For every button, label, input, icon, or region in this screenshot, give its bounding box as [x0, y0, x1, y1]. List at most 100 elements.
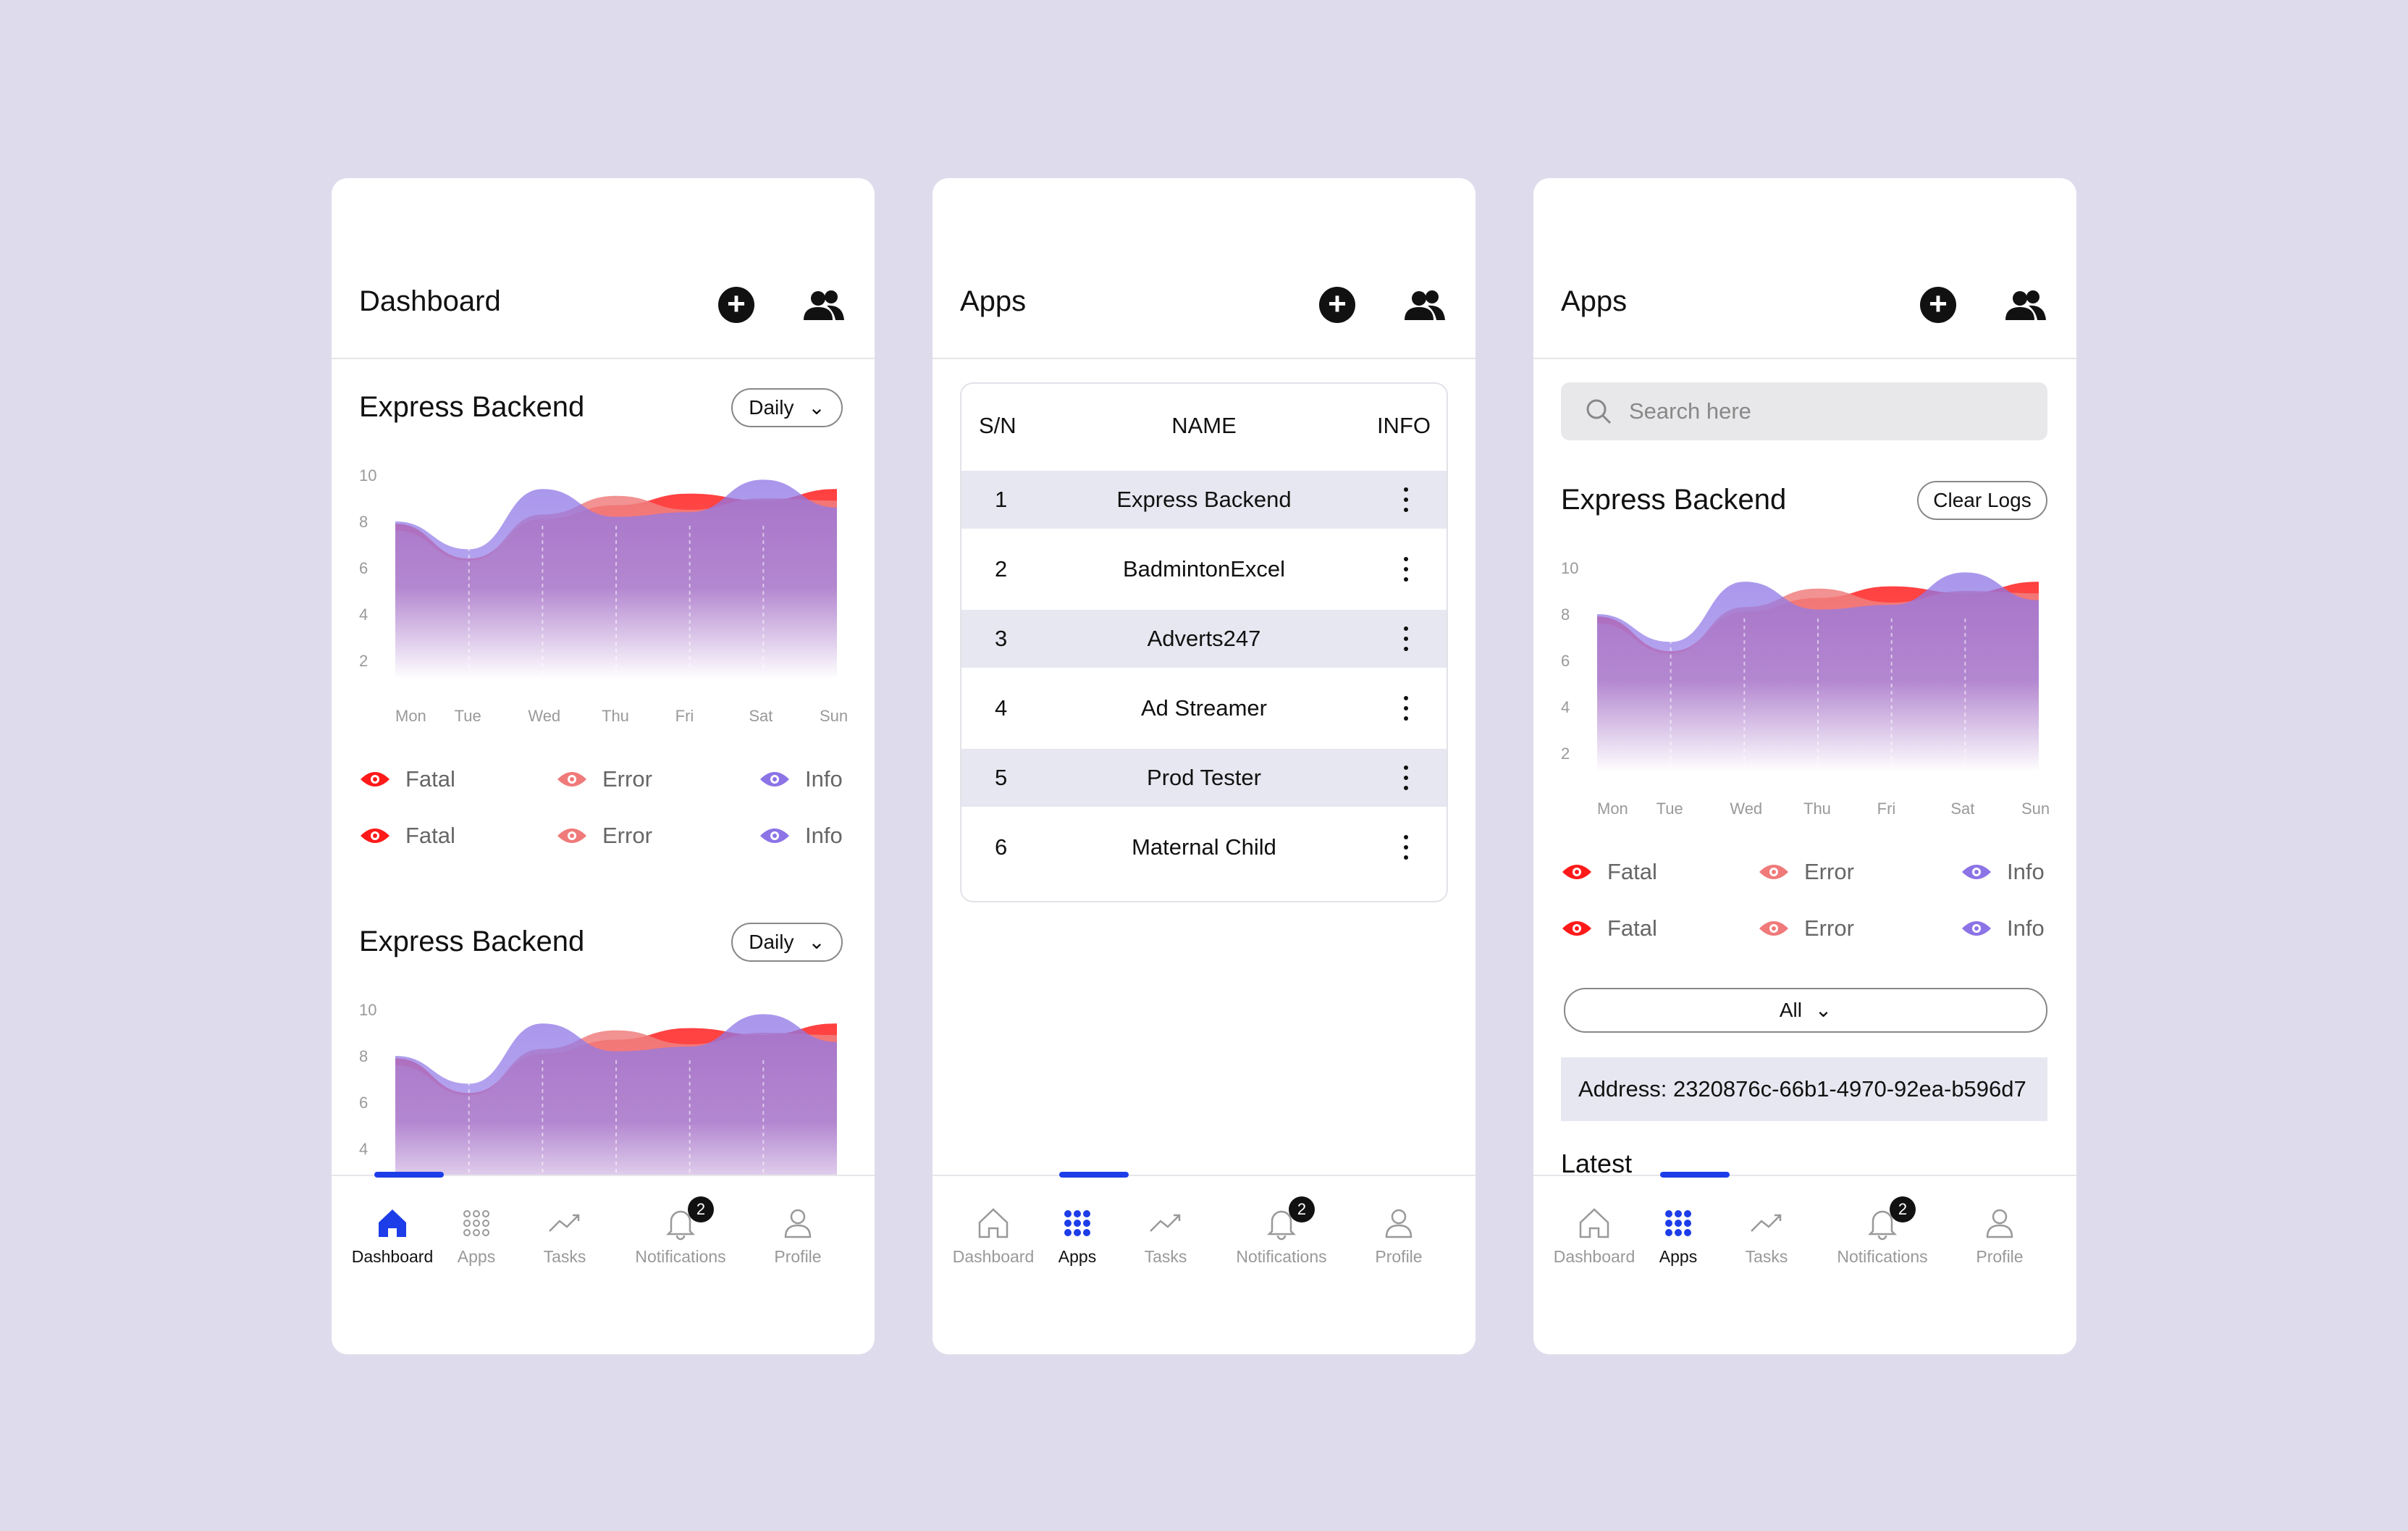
- section-title: Express Backend: [1561, 484, 1787, 516]
- y-tick-label: 6: [359, 1094, 368, 1112]
- x-tick-label: Thu: [1803, 800, 1831, 818]
- period-dropdown[interactable]: Daily ⌄: [731, 388, 843, 427]
- legend-info[interactable]: Info: [1961, 859, 2045, 885]
- y-tick-label: 4: [359, 1140, 368, 1158]
- add-button[interactable]: +: [1920, 287, 1956, 323]
- user-icon: [1385, 1209, 1413, 1238]
- table-row[interactable]: 4 Ad Streamer: [961, 679, 1447, 737]
- nav-apps[interactable]: Apps: [1027, 1172, 1129, 1267]
- x-tick-label: Thu: [602, 707, 629, 725]
- search-icon: [1586, 399, 1612, 424]
- notification-badge: 2: [688, 1196, 714, 1222]
- x-tick-label: Sat: [1950, 800, 1974, 818]
- chevron-down-icon: ⌄: [808, 931, 825, 953]
- nav-apps[interactable]: Apps: [1628, 1172, 1730, 1267]
- apps-list-screen: Apps + S/N NAME INFO 1 Express Backend 2…: [933, 178, 1475, 1354]
- clear-logs-button[interactable]: Clear Logs: [1917, 481, 2047, 520]
- add-button[interactable]: +: [1319, 287, 1355, 323]
- table-row[interactable]: 6 Maternal Child: [961, 818, 1447, 876]
- legend-error[interactable]: Error: [1758, 915, 1854, 941]
- chevron-down-icon: ⌄: [1814, 999, 1832, 1021]
- nav-tasks[interactable]: Tasks: [1115, 1176, 1216, 1267]
- x-tick-label: Sat: [749, 707, 773, 725]
- legend-info[interactable]: Info: [1961, 915, 2045, 941]
- legend-error[interactable]: Error: [556, 823, 652, 849]
- users-icon[interactable]: [801, 290, 846, 322]
- table-header: S/N NAME INFO: [961, 384, 1447, 471]
- nav-dashboard[interactable]: Dashboard: [342, 1172, 444, 1267]
- more-vertical-icon[interactable]: [1403, 626, 1409, 652]
- more-vertical-icon[interactable]: [1403, 765, 1409, 791]
- page-title: Dashboard: [359, 285, 501, 317]
- add-button[interactable]: +: [718, 287, 754, 323]
- y-tick-label: 10: [359, 466, 376, 485]
- nav-tasks[interactable]: Tasks: [514, 1176, 615, 1267]
- legend-error[interactable]: Error: [556, 766, 652, 792]
- nav-label: Dashboard: [1553, 1247, 1635, 1266]
- legend-fatal[interactable]: Fatal: [359, 823, 455, 849]
- legend-info[interactable]: Info: [759, 766, 843, 792]
- table-row[interactable]: 2 BadmintonExcel: [961, 540, 1447, 598]
- row-name: Ad Streamer: [1140, 695, 1267, 721]
- dashboard-screen: Dashboard + Express Backend Daily ⌄ 10 8 6…: [332, 178, 875, 1354]
- nav-label: Dashboard: [351, 1247, 434, 1266]
- user-icon: [1986, 1209, 2013, 1238]
- more-vertical-icon[interactable]: [1403, 695, 1409, 721]
- search-input[interactable]: Search here: [1561, 382, 2047, 440]
- legend: Fatal Error Info Fatal Error Info: [359, 766, 843, 879]
- bottom-nav: Dashboard Apps Tasks 2 Notifications Pro…: [933, 1172, 1475, 1278]
- more-vertical-icon[interactable]: [1403, 834, 1409, 860]
- page-title: Apps: [960, 285, 1027, 317]
- nav-profile[interactable]: Profile: [1949, 1176, 2050, 1267]
- users-icon[interactable]: [1402, 290, 1447, 322]
- row-sn: 1: [995, 487, 1008, 512]
- nav-apps[interactable]: Apps: [426, 1176, 527, 1267]
- x-tick-label: Wed: [1730, 800, 1762, 818]
- active-indicator: [1059, 1172, 1129, 1178]
- home-icon: [978, 1208, 1009, 1238]
- legend-error[interactable]: Error: [1758, 859, 1854, 885]
- section-title: Express Backend: [359, 391, 585, 423]
- nav-dashboard[interactable]: Dashboard: [1544, 1176, 1645, 1267]
- filter-dropdown[interactable]: All ⌄: [1564, 988, 2047, 1033]
- legend-fatal[interactable]: Fatal: [1561, 859, 1657, 885]
- x-tick-label: Fri: [675, 707, 694, 725]
- y-tick-label: 6: [1561, 652, 1570, 670]
- legend-info[interactable]: Info: [759, 823, 843, 849]
- search-placeholder: Search here: [1629, 398, 1751, 424]
- row-sn: 2: [995, 556, 1008, 582]
- nav-notifications[interactable]: 2 Notifications: [1231, 1176, 1332, 1267]
- table-row[interactable]: 1 Express Backend: [961, 471, 1447, 529]
- nav-dashboard[interactable]: Dashboard: [943, 1176, 1044, 1267]
- period-dropdown[interactable]: Daily ⌄: [731, 923, 843, 962]
- legend-fatal[interactable]: Fatal: [359, 766, 455, 792]
- nav-profile[interactable]: Profile: [747, 1176, 849, 1267]
- table-row[interactable]: 5 Prod Tester: [961, 749, 1447, 807]
- home-icon: [379, 1209, 406, 1237]
- y-tick-label: 2: [359, 652, 368, 670]
- legend-fatal[interactable]: Fatal: [1561, 915, 1657, 941]
- more-vertical-icon[interactable]: [1403, 487, 1409, 513]
- more-vertical-icon[interactable]: [1403, 556, 1409, 582]
- eye-icon: [1562, 921, 1591, 936]
- apps-table: S/N NAME INFO 1 Express Backend 2 Badmin…: [960, 382, 1448, 902]
- grid-icon: [1665, 1210, 1691, 1236]
- header-name: NAME: [1171, 413, 1237, 438]
- table-row[interactable]: 3 Adverts247: [961, 610, 1447, 668]
- bell-icon: [1266, 1210, 1297, 1241]
- nav-label: Notifications: [635, 1247, 726, 1266]
- nav-notifications[interactable]: 2 Notifications: [630, 1176, 731, 1267]
- y-tick-label: 8: [1561, 605, 1570, 624]
- users-icon[interactable]: [2003, 290, 2047, 322]
- nav-tasks[interactable]: Tasks: [1716, 1176, 1817, 1267]
- eye-icon: [1562, 865, 1591, 879]
- y-tick-label: 4: [1561, 698, 1570, 716]
- header-sn: S/N: [979, 413, 1016, 438]
- bell-icon: [1867, 1210, 1898, 1241]
- nav-profile[interactable]: Profile: [1348, 1176, 1449, 1267]
- area-chart: 10 8 6 4 2 Mon Tue Wed Thu Fri Sat Sun: [1561, 559, 2050, 818]
- row-sn: 5: [995, 765, 1008, 790]
- row-name: Maternal Child: [1132, 834, 1276, 860]
- y-tick-label: 8: [359, 513, 368, 531]
- nav-notifications[interactable]: 2 Notifications: [1832, 1176, 1933, 1267]
